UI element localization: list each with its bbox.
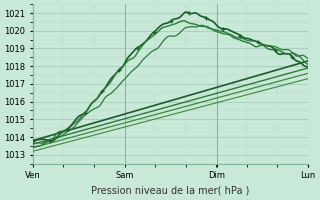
- X-axis label: Pression niveau de la mer( hPa ): Pression niveau de la mer( hPa ): [92, 186, 250, 196]
